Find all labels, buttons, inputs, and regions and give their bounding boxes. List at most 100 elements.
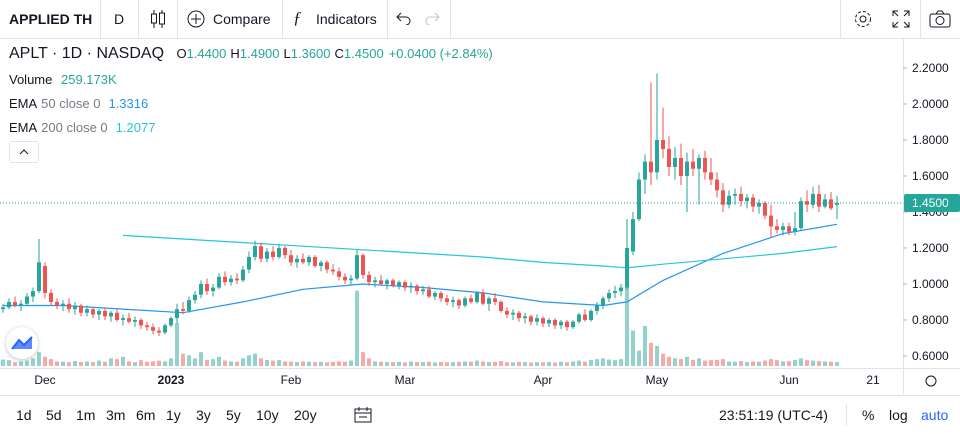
volume-bar (373, 361, 377, 366)
candle-body (373, 280, 377, 283)
ohlc-label: C (334, 46, 344, 61)
volume-bar (541, 362, 545, 366)
legend-title: APLT · 1D · NASDAQ O1.4400 H1.4900 L1.3600… (9, 45, 493, 62)
log-toggle[interactable]: log (889, 407, 908, 423)
clock: 23:51:19 (UTC-4) (719, 407, 828, 423)
candle-body (379, 280, 383, 284)
y-tick-label: 2.0000 (912, 97, 949, 111)
range-button[interactable]: 3y (196, 407, 211, 423)
volume-bar (463, 361, 467, 366)
volume-bar (379, 361, 383, 366)
volume-bar (547, 362, 551, 366)
candle-body (739, 193, 743, 202)
volume-bar (619, 359, 623, 366)
percent-toggle[interactable]: % (862, 407, 875, 423)
date-range-icon[interactable] (354, 406, 372, 424)
candle-body (229, 278, 233, 283)
collapse-legend[interactable] (9, 141, 39, 163)
volume-bar (571, 361, 575, 366)
indicators-icon[interactable]: ƒ (293, 8, 302, 27)
candle-body (397, 282, 401, 286)
indicators-button[interactable]: Indicators (316, 11, 377, 27)
candle-body (595, 305, 599, 311)
volume-bar (607, 359, 611, 366)
volume-bar (457, 361, 461, 366)
volume-bar (493, 361, 497, 366)
volume-bar (445, 362, 449, 366)
candle-body (91, 309, 95, 315)
fullscreen-icon[interactable] (892, 10, 910, 28)
candle-body (487, 298, 491, 304)
candle-body (613, 291, 617, 293)
candle-body (175, 309, 179, 319)
redo-icon[interactable] (424, 11, 440, 25)
candle-body (553, 319, 557, 326)
range-button[interactable]: 20y (294, 407, 317, 423)
symbol-button[interactable]: APPLIED TH (9, 11, 93, 27)
range-button[interactable]: 6m (136, 407, 156, 423)
candle-body (109, 312, 113, 317)
candle-body (463, 298, 467, 306)
volume-bar (187, 355, 191, 366)
range-button[interactable]: 3m (106, 407, 126, 423)
volume-bar (55, 361, 59, 366)
volume-bar (835, 362, 839, 366)
compare-button[interactable]: Compare (213, 11, 271, 27)
axis-settings-icon[interactable] (925, 375, 937, 387)
candle-body (271, 251, 275, 257)
range-button[interactable]: 1d (16, 407, 32, 423)
range-button[interactable]: 1y (166, 407, 181, 423)
candle-body (475, 292, 479, 302)
volume-bar (469, 361, 473, 366)
x-tick-label: Dec (34, 373, 55, 387)
compare-icon[interactable] (187, 10, 205, 28)
x-tick-label: May (646, 373, 669, 387)
snapshot-icon[interactable] (929, 10, 951, 28)
volume-bar (487, 362, 491, 366)
candle-body (775, 226, 779, 230)
candle-body (133, 319, 137, 322)
range-button[interactable]: 5y (226, 407, 241, 423)
candle-body (535, 318, 539, 322)
candle-body (181, 309, 185, 311)
candle-body (367, 274, 371, 283)
interval-button[interactable]: D (114, 11, 125, 27)
volume-bar (235, 361, 239, 366)
range-button[interactable]: 10y (256, 407, 279, 423)
volume-bar (295, 362, 299, 366)
range-button[interactable]: 1m (76, 407, 96, 423)
candle-icon[interactable] (150, 9, 166, 29)
volume-bar (805, 360, 809, 366)
volume-bar (169, 358, 173, 366)
undo-icon[interactable] (396, 11, 412, 25)
candle-body (763, 202, 767, 216)
auto-toggle[interactable]: auto (921, 407, 949, 423)
candle-body (457, 300, 461, 306)
volume-bar (625, 286, 629, 366)
volume-bar (97, 360, 101, 366)
volume-bar (655, 346, 659, 366)
candle-body (331, 269, 335, 272)
candle-body (451, 300, 455, 302)
candle-body (85, 309, 89, 313)
candle-body (103, 310, 107, 317)
candle-body (715, 179, 719, 191)
volume-bar (181, 353, 185, 366)
logo[interactable] (6, 327, 38, 359)
candle-body (121, 318, 125, 320)
candle-body (223, 276, 227, 283)
candle-body (37, 262, 41, 292)
candle-body (151, 327, 155, 331)
settings-icon[interactable] (853, 9, 873, 29)
candle-body (193, 294, 197, 301)
volume-value: 259.173K (61, 72, 117, 87)
candle-body (481, 292, 485, 304)
study-params: 200 close 0 (41, 120, 108, 135)
volume-bar (319, 361, 323, 366)
range-button[interactable]: 5d (46, 407, 62, 423)
candle-body (13, 301, 17, 306)
x-tick-label: Apr (534, 373, 553, 387)
y-tick-label: 1.0000 (912, 277, 949, 291)
candle-body (655, 139, 659, 173)
candle-body (259, 246, 263, 259)
